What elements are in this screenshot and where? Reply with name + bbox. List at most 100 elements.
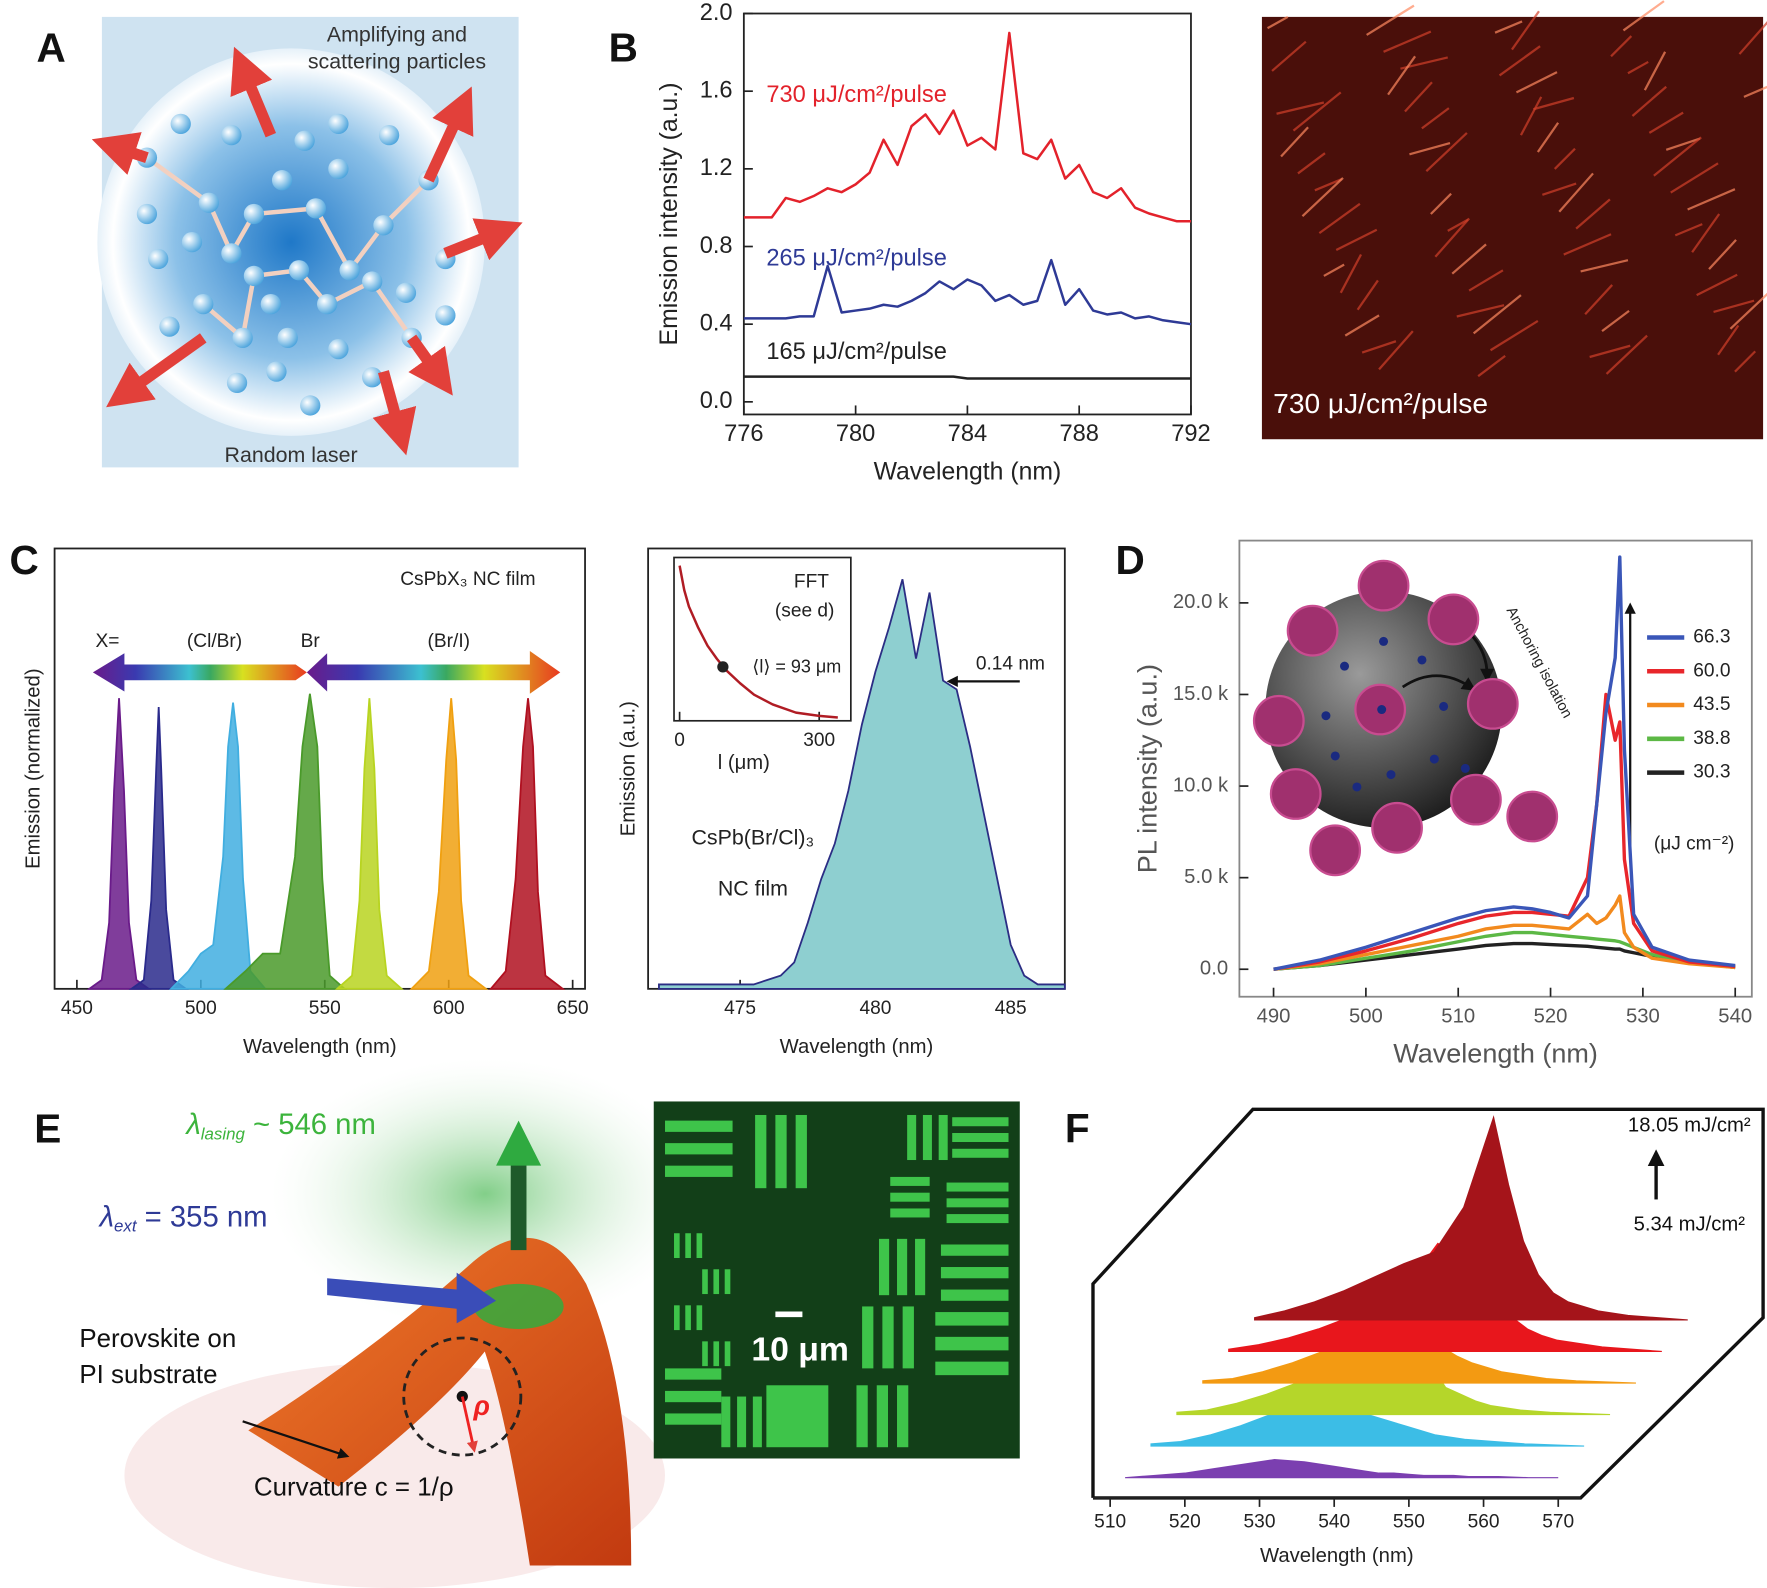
y-tick-label: 0.4 xyxy=(700,310,733,336)
target-bar xyxy=(946,1182,1009,1192)
x-tick-label: 600 xyxy=(433,998,465,1019)
target-bar xyxy=(935,1361,1009,1376)
target-bar xyxy=(952,1132,1009,1143)
y-tick-label: 20.0 k xyxy=(1173,591,1229,613)
x-tick-label: 550 xyxy=(1393,1512,1425,1533)
speckle xyxy=(1713,299,1755,314)
x-tick-label: 550 xyxy=(309,998,341,1019)
speckle xyxy=(1575,198,1611,230)
speckle xyxy=(1519,96,1543,136)
x-tick-label: 500 xyxy=(185,998,217,1019)
film-label: CsPbX₃ NC film xyxy=(400,569,535,590)
y-axis-label: Emission (normalized) xyxy=(23,668,45,868)
area xyxy=(409,698,489,990)
target-bar xyxy=(696,1305,703,1331)
speckle xyxy=(1670,162,1719,194)
marker-point xyxy=(717,661,729,673)
target-bar xyxy=(665,1413,722,1425)
x-axis-label: Wavelength (nm) xyxy=(1393,1038,1598,1068)
value: ~ 546 nm xyxy=(245,1108,376,1141)
line xyxy=(1273,941,1736,971)
pointer-arrow xyxy=(242,1420,350,1459)
ligand-cluster xyxy=(1286,604,1339,657)
target-bar xyxy=(685,1305,691,1331)
spectrum xyxy=(1150,1404,1585,1447)
symbol: λ xyxy=(184,1108,200,1141)
panel-label: D xyxy=(1116,537,1145,583)
speckle xyxy=(1297,152,1326,175)
target-bar xyxy=(907,1114,917,1161)
subscript: lasing xyxy=(201,1125,246,1144)
chart: 490 500 510 520 530 540 0.0 5.0 k 10.0 k 15.0 k 20… xyxy=(1132,539,1753,1068)
target-bar xyxy=(935,1336,1009,1351)
particle xyxy=(317,293,338,315)
line xyxy=(743,258,1192,326)
target-bar xyxy=(952,1148,1009,1158)
x-tick-label: 480 xyxy=(859,998,891,1019)
y-tick-label: 10.0 k xyxy=(1173,774,1229,796)
curvature-circle xyxy=(402,1336,523,1457)
particle xyxy=(328,158,349,180)
area xyxy=(334,698,404,990)
x-tick-label: 540 xyxy=(1718,1005,1752,1027)
target-bar xyxy=(946,1214,1009,1224)
x-tick-label: 650 xyxy=(557,998,589,1019)
halide-label: (Br/I) xyxy=(428,631,471,652)
speckle xyxy=(1643,51,1667,91)
speckle xyxy=(1696,273,1738,297)
target-bar xyxy=(915,1238,926,1296)
target-bar xyxy=(856,1385,868,1448)
x-tick-label: 784 xyxy=(948,421,987,447)
area xyxy=(128,706,189,990)
value: = 355 nm xyxy=(137,1200,268,1233)
speckle xyxy=(1494,20,1523,34)
particle xyxy=(243,265,265,287)
target-bar xyxy=(665,1368,722,1380)
speckle xyxy=(1734,350,1757,373)
x-axis-label: Wavelength (nm) xyxy=(874,459,1062,486)
x-tick-label: 450 xyxy=(61,998,93,1019)
panel-label: A xyxy=(37,24,66,70)
y-tick-label: 0.8 xyxy=(700,233,733,259)
particle xyxy=(243,203,265,225)
x-tick-label: 520 xyxy=(1169,1512,1201,1533)
speckle xyxy=(1541,182,1577,196)
chart: 0 300 l (μm) xyxy=(674,565,838,774)
x-tick-label: 776 xyxy=(724,421,763,447)
target-bar xyxy=(890,1208,930,1218)
x-tick-label: 792 xyxy=(1171,421,1210,447)
target-bar xyxy=(665,1120,733,1132)
chart: 475 480 485 Wavelength (nm) Emission (a.u.) xyxy=(617,547,1066,1058)
particles-label: scattering particles xyxy=(308,50,486,74)
speckle xyxy=(1533,96,1575,111)
speckle xyxy=(1314,178,1343,192)
speckle xyxy=(1421,107,1450,130)
speckle xyxy=(1489,320,1539,352)
particle xyxy=(271,170,293,191)
emission-arrow-shaft xyxy=(510,1160,527,1251)
target-bar xyxy=(724,1341,731,1367)
legend-title: (μJ cm⁻²) xyxy=(1654,834,1735,855)
speckle xyxy=(1267,15,1289,30)
x-tick-label: 780 xyxy=(836,421,875,447)
anchor xyxy=(1417,655,1427,665)
halide-label: X= xyxy=(96,631,120,652)
chart: 450 500 550 600 650 Wavelength (nm) Emission (… xyxy=(23,547,589,1058)
substrate-label: PI substrate xyxy=(79,1361,217,1389)
particle xyxy=(328,338,349,360)
particle xyxy=(300,395,321,416)
series-label: 265 μJ/cm²/pulse xyxy=(766,245,947,271)
halide-arrow-right xyxy=(306,650,561,694)
radius-label: ρ xyxy=(473,1391,490,1421)
ligand-cluster xyxy=(1466,677,1519,730)
x-tick-label: 520 xyxy=(1534,1005,1568,1027)
target-bar xyxy=(702,1269,708,1295)
particle xyxy=(198,192,220,213)
speckle xyxy=(1477,354,1506,378)
legend-label: 30.3 xyxy=(1693,762,1730,783)
ligand-cluster xyxy=(1506,790,1559,843)
speckle xyxy=(1536,122,1560,153)
ligand-cluster xyxy=(1371,801,1423,854)
emission-arrow xyxy=(91,132,149,175)
particle xyxy=(277,327,298,349)
